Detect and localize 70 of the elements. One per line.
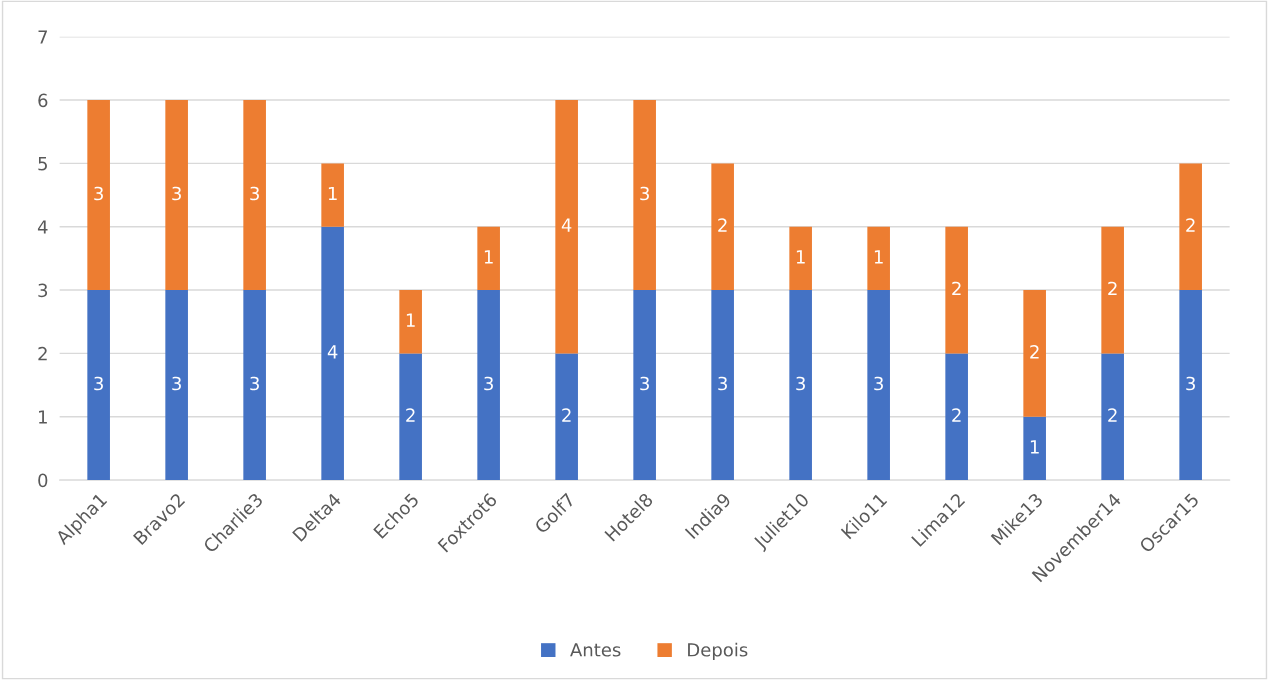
bar: [789, 226, 812, 291]
data-label: 2: [952, 408, 961, 422]
data-label: 2: [1030, 344, 1039, 359]
data-label: 1: [406, 313, 415, 327]
bar: [555, 353, 578, 481]
data-label: 1: [328, 186, 337, 201]
data-label: 3: [250, 376, 259, 391]
bar: [243, 100, 266, 291]
data-label: 3: [484, 376, 493, 391]
bar: [243, 290, 266, 481]
data-label: 3: [172, 186, 181, 201]
legend-label: Depois: [688, 642, 748, 661]
bar: [1023, 416, 1046, 481]
bar: [1179, 163, 1202, 291]
data-label: 3: [640, 376, 649, 391]
bar: [711, 163, 734, 291]
y-tick-label: 1: [39, 410, 47, 424]
y-tick-label: 0: [38, 473, 48, 488]
bar: [633, 100, 656, 291]
bar: [1023, 290, 1046, 417]
data-label: 3: [874, 376, 883, 391]
bar: [165, 100, 188, 291]
data-label: 1: [874, 250, 883, 264]
y-tick-label: 6: [38, 93, 48, 108]
data-label: 3: [94, 186, 103, 201]
bar: [867, 226, 890, 291]
bar: [399, 353, 422, 481]
data-label: 2: [1186, 218, 1195, 232]
bar: [945, 226, 968, 354]
data-label: 3: [172, 376, 181, 391]
bar: [555, 100, 578, 354]
bar: [1101, 226, 1124, 354]
data-label: 1: [796, 250, 805, 264]
data-label: 1: [1030, 440, 1039, 454]
data-label: 1: [484, 250, 493, 264]
bar: [1179, 290, 1202, 481]
data-label: 2: [952, 281, 961, 296]
bar: [711, 290, 734, 481]
data-label: 2: [406, 408, 415, 422]
bar: [87, 290, 110, 481]
data-label: 3: [718, 376, 727, 391]
data-label: 2: [1108, 408, 1117, 422]
legend-label: Antes: [570, 643, 621, 657]
bar: [1101, 353, 1124, 481]
bar: [789, 290, 812, 481]
bar: [945, 353, 968, 481]
data-label: 2: [718, 218, 727, 232]
y-tick-label: 5: [38, 157, 47, 171]
bar: [321, 163, 344, 227]
y-tick-label: 2: [38, 346, 47, 361]
bar: [165, 290, 188, 481]
y-tick-label: 7: [38, 30, 47, 44]
data-label: 3: [1186, 376, 1195, 391]
data-label: 4: [561, 218, 572, 232]
bar: [321, 226, 344, 481]
data-label: 3: [250, 186, 259, 201]
bar: [477, 290, 500, 481]
bar: [399, 290, 422, 354]
y-tick-label: 4: [37, 220, 48, 234]
bar: [477, 226, 500, 291]
bar: [633, 290, 656, 481]
y-tick-label: 3: [38, 283, 48, 298]
data-label: 4: [327, 345, 338, 359]
data-label: 2: [1108, 281, 1117, 296]
data-label: 3: [94, 376, 103, 391]
data-label: 3: [796, 376, 805, 391]
data-label: 2: [562, 408, 571, 422]
bar: [87, 100, 110, 291]
data-label: 3: [640, 186, 649, 201]
bar: [867, 290, 890, 481]
